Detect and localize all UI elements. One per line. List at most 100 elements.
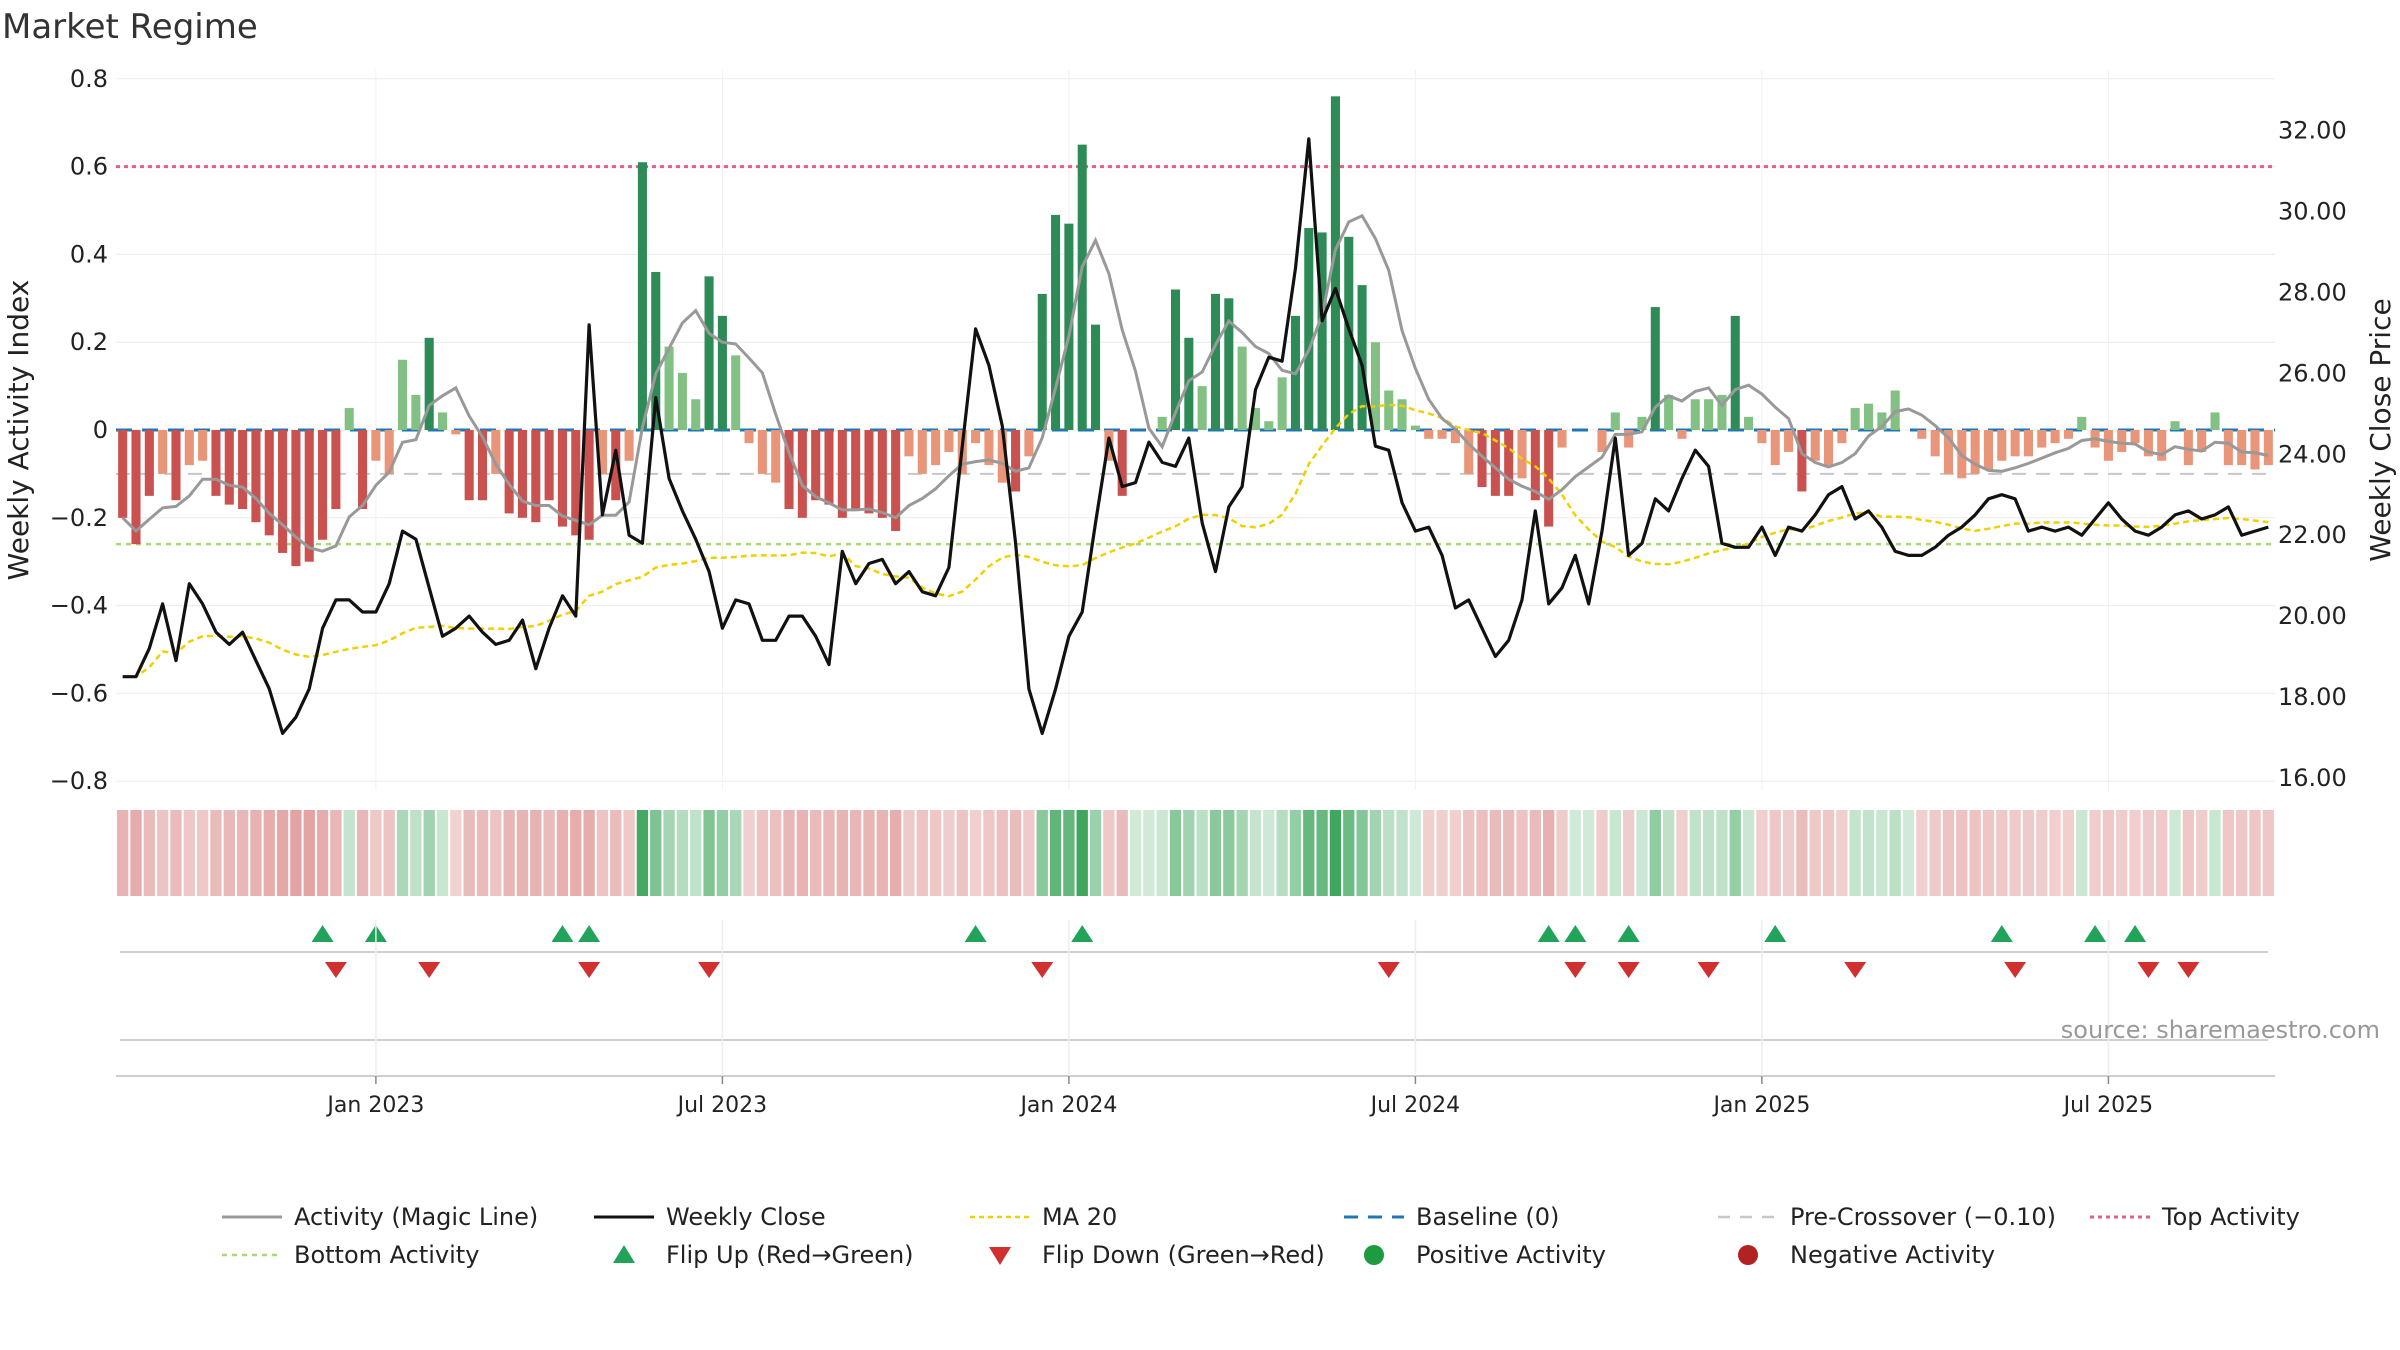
regime-cell — [1303, 810, 1315, 896]
activity-bar — [531, 430, 541, 523]
activity-bar — [1624, 430, 1634, 448]
activity-bar — [1357, 285, 1367, 430]
right-tick-label: 32.00 — [2278, 117, 2347, 145]
activity-bar — [2023, 430, 2033, 457]
activity-bar — [464, 430, 474, 501]
activity-bar — [1210, 293, 1221, 430]
regime-strip — [117, 810, 2274, 896]
regime-cell — [396, 810, 409, 896]
regime-cell — [1662, 810, 1675, 896]
activity-bar — [491, 430, 501, 474]
legend-label: Flip Down (Green→Red) — [1042, 1241, 1325, 1269]
flip-down-marker — [2137, 962, 2160, 978]
activity-bar — [1277, 377, 1287, 430]
regime-cell — [1622, 810, 1635, 896]
activity-bar — [517, 430, 528, 518]
regime-cell — [1063, 810, 1075, 896]
flip-up-marker — [311, 925, 334, 942]
flip-up-marker — [2124, 925, 2147, 942]
left-axis-ticks: 0.8 0.6 0.4 0.2 0 −0.2 −0.4 −0.6 −0.8 — [50, 65, 108, 795]
flip-up-marker — [964, 925, 987, 942]
left-tick-label: 0.2 — [70, 328, 108, 356]
x-axis: Jan 2023 Jul 2023 Jan 2024 Jul 2024 Jan 2025… — [116, 920, 2275, 1118]
regime-cell — [303, 810, 315, 896]
flip-up-marker — [1764, 925, 1787, 942]
activity-bar — [2250, 430, 2260, 470]
left-tick-label: −0.6 — [50, 679, 108, 707]
regime-cell — [196, 810, 209, 896]
regime-cell — [516, 810, 529, 896]
left-tick-label: −0.2 — [50, 504, 108, 532]
regime-cell — [1103, 810, 1115, 896]
regime-cell — [1356, 810, 1368, 896]
regime-cell — [1969, 810, 1981, 896]
activity-bar — [2157, 430, 2167, 461]
activity-bar — [1810, 430, 1820, 461]
regime-cell — [1223, 810, 1235, 896]
activity-bar — [424, 337, 434, 430]
activity-bar — [278, 430, 288, 553]
regime-cell — [543, 810, 555, 896]
activity-bar — [198, 430, 208, 461]
activity-bar — [1784, 430, 1794, 452]
regime-cell — [1596, 810, 1608, 896]
activity-bar — [744, 430, 754, 444]
activity-bar — [1304, 228, 1314, 430]
left-tick-label: −0.8 — [50, 767, 108, 795]
activity-bar — [1197, 386, 1207, 430]
right-tick-label: 20.00 — [2278, 602, 2347, 630]
activity-bar — [1664, 394, 1674, 430]
activity-bar — [971, 430, 981, 444]
right-tick-label: 22.00 — [2278, 521, 2347, 549]
regime-cell — [770, 810, 782, 896]
legend-item: MA 20 — [970, 1203, 1117, 1231]
activity-bar — [144, 430, 154, 496]
activity-bar — [451, 430, 461, 435]
activity-bar — [1797, 430, 1807, 492]
flip-up-marker — [1537, 925, 1560, 942]
regime-cell — [1449, 810, 1462, 896]
activity-bar — [1317, 232, 1327, 430]
regime-cell — [1849, 810, 1861, 896]
regime-cell — [356, 810, 369, 896]
regime-cell — [556, 810, 569, 896]
left-tick-label: 0.6 — [70, 153, 108, 181]
activity-bar — [2103, 430, 2113, 461]
left-tick-label: 0.4 — [70, 240, 108, 268]
activity-bar — [544, 430, 554, 501]
activity-bar — [2050, 430, 2060, 444]
regime-cell — [2049, 810, 2061, 896]
regime-cell — [2196, 810, 2208, 896]
regime-cell — [1343, 810, 1355, 896]
flip-down-marker — [1697, 962, 1720, 978]
legend-label: Baseline (0) — [1416, 1203, 1559, 1231]
regime-cell — [223, 810, 235, 896]
regime-cell — [943, 810, 955, 896]
left-tick-label: −0.4 — [50, 592, 108, 620]
regime-cell — [156, 810, 169, 896]
right-tick-label: 28.00 — [2278, 278, 2347, 306]
regime-cell — [2076, 810, 2088, 896]
regime-cell — [1516, 810, 1528, 896]
activity-bar — [2183, 430, 2193, 466]
legend-swatch — [1738, 1245, 1758, 1265]
activity-bar — [597, 430, 607, 474]
legend-item: Top Activity — [2090, 1203, 2300, 1231]
activity-bar — [611, 430, 621, 501]
regime-cell — [1143, 810, 1155, 896]
activity-bar — [1037, 293, 1047, 430]
regime-cell — [1982, 810, 1995, 896]
activity-bar — [2210, 412, 2220, 430]
regime-cell — [1769, 810, 1781, 896]
regime-cell — [570, 810, 582, 896]
activity-bar — [1943, 430, 1954, 474]
activity-bar — [637, 162, 647, 430]
regime-cell — [2182, 810, 2195, 896]
regime-cell — [996, 810, 1008, 896]
activity-bar — [437, 412, 448, 430]
regime-cell — [703, 810, 715, 896]
regime-cell — [783, 810, 795, 896]
activity-bar — [717, 315, 727, 430]
regime-cell — [450, 810, 462, 896]
